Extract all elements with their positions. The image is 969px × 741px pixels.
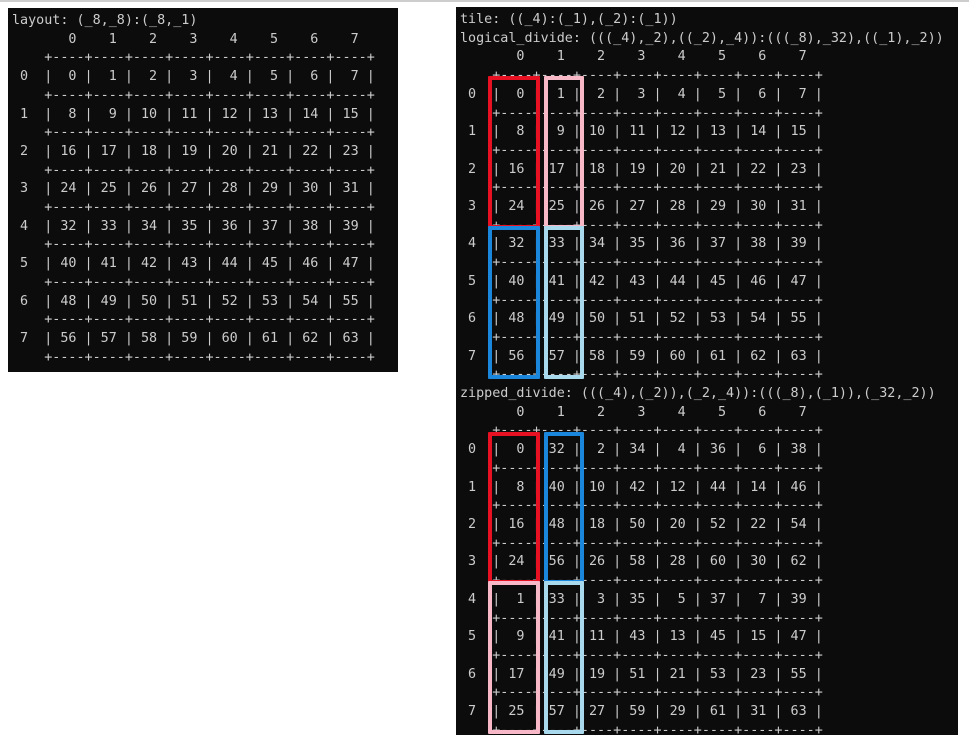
layout-terminal-panel: layout: (_8,_8):(_8,_1) 0 1 2 3 4 5 6 7 … [8, 8, 398, 372]
divide-terminal-panel: tile: ((_4):(_1),(_2):(_1)) logical_divi… [456, 7, 958, 738]
window-top-border [0, 0, 969, 2]
divide-grids-text: tile: ((_4):(_1),(_2):(_1)) logical_divi… [460, 12, 944, 738]
layout-grid-text: layout: (_8,_8):(_8,_1) 0 1 2 3 4 5 6 7 … [12, 13, 375, 365]
